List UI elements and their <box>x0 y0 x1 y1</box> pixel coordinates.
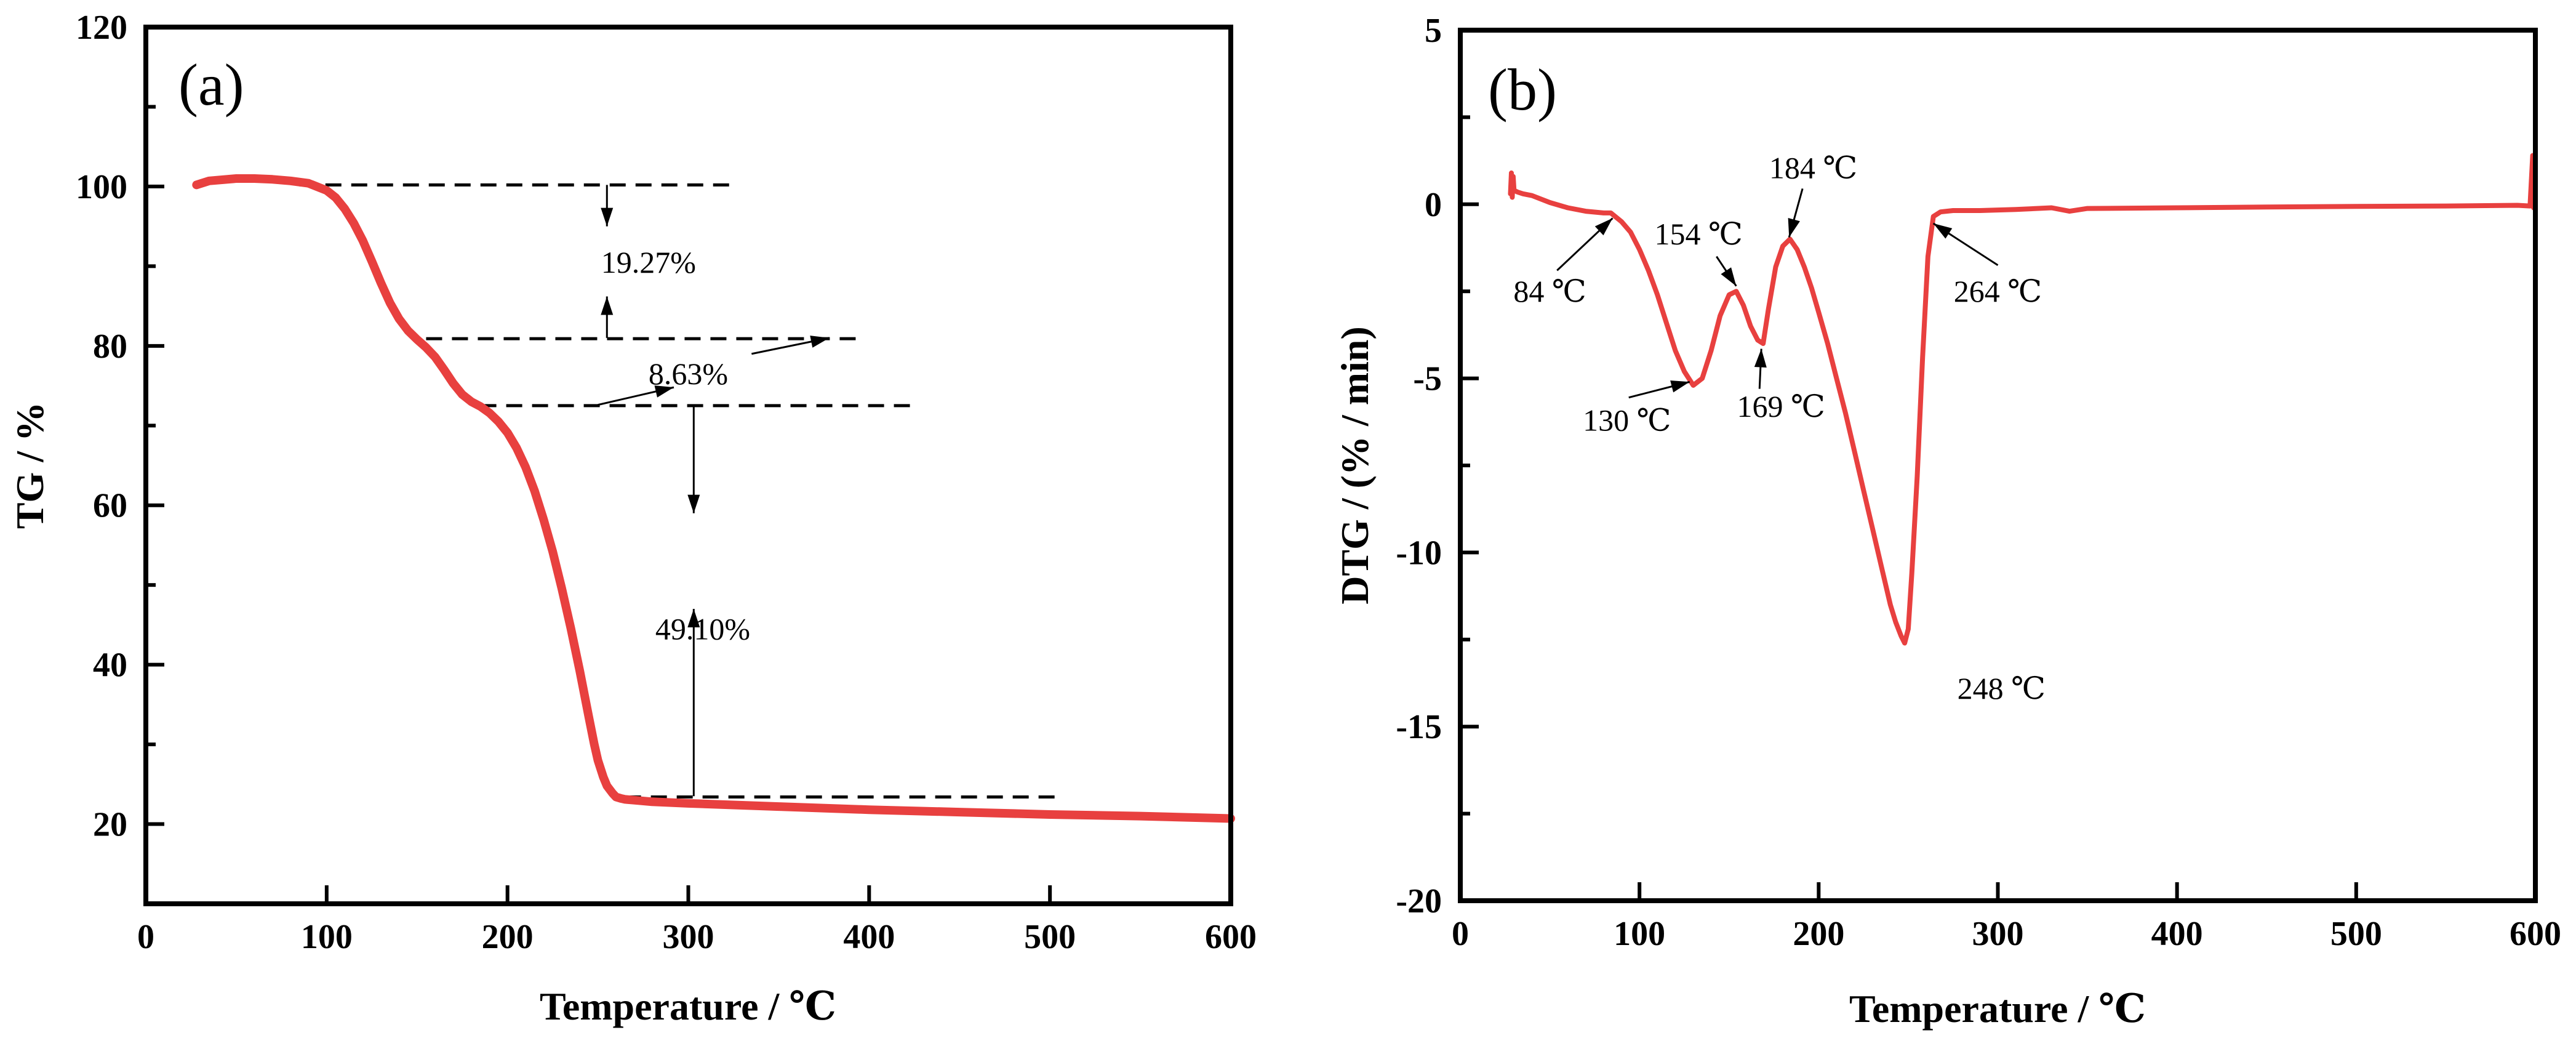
tg-y-tick-label: 100 <box>76 168 127 206</box>
tg-annotation-label: 19.27% <box>601 245 696 280</box>
dtg-chart: (b) 0 100 200 300 400 500 600 -20 -15 -10 -5 0 5 84 … <box>1333 12 2561 1031</box>
tg-arrow-head <box>654 385 674 398</box>
dtg-arrow-head <box>1594 218 1613 236</box>
tg-x-tick-label: 0 <box>137 918 154 956</box>
dtg-arrows <box>1556 188 1999 399</box>
tg-arrows <box>598 185 830 797</box>
dtg-annotation-label: 184 ℃ <box>1769 150 1857 185</box>
tg-y-tick-label: 60 <box>93 487 127 525</box>
tg-annotations: 19.27% 8.63% 49.10% <box>601 245 750 646</box>
tg-y-axis-title: TG / % <box>8 402 52 529</box>
dtg-y-tick-label: -15 <box>1396 708 1442 746</box>
dtg-curve-layer <box>1508 153 2538 646</box>
dtg-x-tick-label: 400 <box>2151 915 2203 953</box>
dtg-arrow-head <box>1933 223 1953 239</box>
dtg-series-line <box>1508 153 2538 646</box>
dtg-annotation-label: 130 ℃ <box>1583 403 1671 437</box>
tg-x-tick-label: 100 <box>301 918 353 956</box>
dtg-y-tick-label: -20 <box>1396 882 1442 920</box>
tg-y-tick-label: 20 <box>93 806 127 844</box>
dtg-x-tick-label: 600 <box>2510 915 2561 953</box>
tg-annotation-label: 8.63% <box>649 356 728 391</box>
tg-annotation-label: 49.10% <box>655 611 750 646</box>
dtg-x-tick-label: 300 <box>1972 915 2024 953</box>
tg-arrow-head <box>601 296 614 315</box>
tg-arrow-head <box>810 336 830 348</box>
dtg-x-tick-label: 200 <box>1793 915 1844 953</box>
tg-x-tick-label: 500 <box>1024 918 1076 956</box>
panel-label-a: (a) <box>178 52 244 118</box>
dtg-ticks: 0 100 200 300 400 500 600 -20 -15 -10 -5 0 5 <box>1396 12 2561 953</box>
dtg-annotation-label: 84 ℃ <box>1513 274 1586 308</box>
dtg-y-axis-title: DTG / (% / min) <box>1333 326 1377 605</box>
dtg-annotation-label: 169 ℃ <box>1737 389 1825 424</box>
tg-arrow-head <box>601 207 614 227</box>
tg-plot-frame <box>143 25 1233 906</box>
dtg-annotations: 84 ℃ 130 ℃ 154 ℃ 169 ℃ 184 ℃ 248 ℃ 264 ℃ <box>1513 150 2046 706</box>
tg-x-tick-label: 600 <box>1205 918 1257 956</box>
tg-dashed-lines <box>299 183 1059 799</box>
tg-curve-layer <box>192 174 1235 823</box>
dtg-x-tick-label: 0 <box>1452 915 1469 953</box>
dtg-plot-frame <box>1458 28 2538 903</box>
dtg-arrow-head <box>1788 217 1800 238</box>
tg-x-tick-label: 300 <box>663 918 714 956</box>
tg-x-tick-label: 200 <box>482 918 534 956</box>
dtg-arrow-head <box>1670 380 1690 393</box>
tg-ticks: 0 100 200 300 400 500 600 20 40 60 80 100 120 <box>76 9 1257 956</box>
dtg-arrow-head <box>1721 267 1737 286</box>
dtg-annotation-label: 264 ℃ <box>1954 274 2042 308</box>
panel-label-b: (b) <box>1488 57 1557 123</box>
dtg-x-tick-label: 500 <box>2330 915 2382 953</box>
dtg-y-tick-label: 5 <box>1425 12 1442 50</box>
dtg-y-tick-label: -10 <box>1396 534 1442 572</box>
dtg-y-tick-label: 0 <box>1425 186 1442 224</box>
tg-x-tick-label: 400 <box>843 918 895 956</box>
dtg-arrow-head <box>1754 348 1767 368</box>
tg-series-line <box>192 174 1235 823</box>
dtg-y-tick-label: -5 <box>1413 360 1442 398</box>
tg-arrow-head <box>687 494 700 513</box>
dtg-x-axis-title: Temperature / ℃ <box>1849 987 2146 1031</box>
tg-arrow-head <box>687 609 700 628</box>
tg-x-axis-title: Temperature / ℃ <box>540 984 836 1028</box>
tg-y-tick-label: 80 <box>93 328 127 366</box>
tg-chart: (a) 0 100 200 300 400 500 600 20 40 60 80 100 120 19… <box>8 9 1257 1028</box>
tg-y-tick-label: 40 <box>93 646 127 685</box>
dtg-annotation-label: 248 ℃ <box>1958 671 2046 706</box>
tg-y-tick-label: 120 <box>76 9 127 47</box>
dtg-x-tick-label: 100 <box>1614 915 1665 953</box>
dtg-annotation-label: 154 ℃ <box>1655 217 1743 251</box>
